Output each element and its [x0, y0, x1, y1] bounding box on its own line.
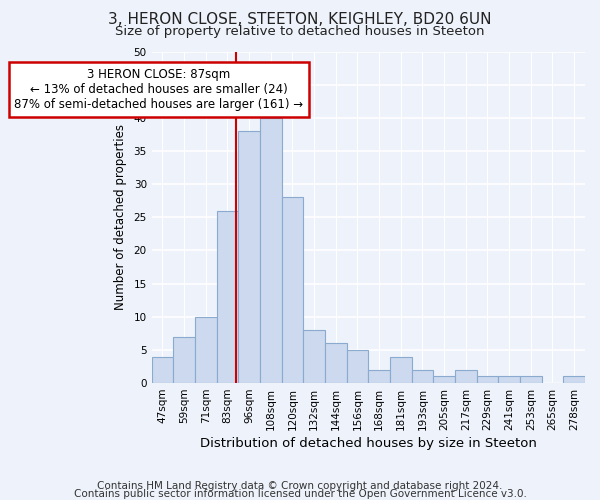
Text: Contains HM Land Registry data © Crown copyright and database right 2024.: Contains HM Land Registry data © Crown c… — [97, 481, 503, 491]
Bar — [347, 350, 368, 383]
Bar — [520, 376, 542, 383]
Bar — [195, 317, 217, 383]
Bar — [476, 376, 499, 383]
Bar — [499, 376, 520, 383]
Bar — [217, 210, 238, 383]
Bar — [325, 344, 347, 383]
Bar — [281, 198, 304, 383]
Bar — [563, 376, 585, 383]
Bar — [260, 118, 281, 383]
Bar — [433, 376, 455, 383]
Text: Contains public sector information licensed under the Open Government Licence v3: Contains public sector information licen… — [74, 489, 526, 499]
Bar — [152, 356, 173, 383]
Bar — [173, 336, 195, 383]
Text: Size of property relative to detached houses in Steeton: Size of property relative to detached ho… — [115, 25, 485, 38]
Y-axis label: Number of detached properties: Number of detached properties — [113, 124, 127, 310]
Bar — [304, 330, 325, 383]
Bar — [368, 370, 390, 383]
Bar — [455, 370, 476, 383]
Text: 3, HERON CLOSE, STEETON, KEIGHLEY, BD20 6UN: 3, HERON CLOSE, STEETON, KEIGHLEY, BD20 … — [108, 12, 492, 28]
Text: 3 HERON CLOSE: 87sqm
← 13% of detached houses are smaller (24)
87% of semi-detac: 3 HERON CLOSE: 87sqm ← 13% of detached h… — [14, 68, 304, 111]
Bar — [390, 356, 412, 383]
X-axis label: Distribution of detached houses by size in Steeton: Distribution of detached houses by size … — [200, 437, 537, 450]
Bar — [238, 131, 260, 383]
Bar — [412, 370, 433, 383]
